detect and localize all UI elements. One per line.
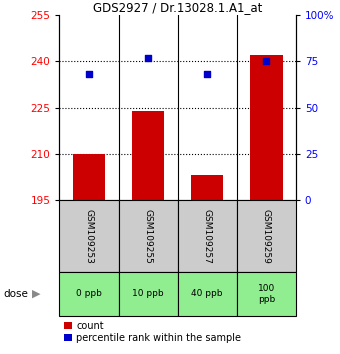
Bar xyxy=(59,200,119,272)
Point xyxy=(204,71,210,76)
Bar xyxy=(250,55,283,200)
Bar xyxy=(177,272,237,316)
Point xyxy=(146,55,151,61)
Title: GDS2927 / Dr.13028.1.A1_at: GDS2927 / Dr.13028.1.A1_at xyxy=(93,1,262,14)
Point xyxy=(86,71,92,76)
Bar xyxy=(119,200,177,272)
Text: GSM109253: GSM109253 xyxy=(85,209,94,263)
Bar xyxy=(73,154,105,200)
Text: 40 ppb: 40 ppb xyxy=(191,290,223,298)
Bar xyxy=(132,110,164,200)
Bar xyxy=(237,272,296,316)
Text: 0 ppb: 0 ppb xyxy=(76,290,102,298)
Text: 10 ppb: 10 ppb xyxy=(132,290,164,298)
Text: 100
ppb: 100 ppb xyxy=(258,284,275,304)
Bar xyxy=(59,272,119,316)
Text: dose: dose xyxy=(3,289,28,299)
Text: GSM109255: GSM109255 xyxy=(143,209,153,263)
Bar xyxy=(177,200,237,272)
Text: GSM109259: GSM109259 xyxy=(262,209,271,263)
Text: GSM109257: GSM109257 xyxy=(203,209,212,263)
Text: ▶: ▶ xyxy=(32,289,41,299)
Bar xyxy=(119,272,177,316)
Bar xyxy=(237,200,296,272)
Legend: count, percentile rank within the sample: count, percentile rank within the sample xyxy=(64,321,241,343)
Point xyxy=(264,58,269,64)
Bar xyxy=(191,175,223,200)
